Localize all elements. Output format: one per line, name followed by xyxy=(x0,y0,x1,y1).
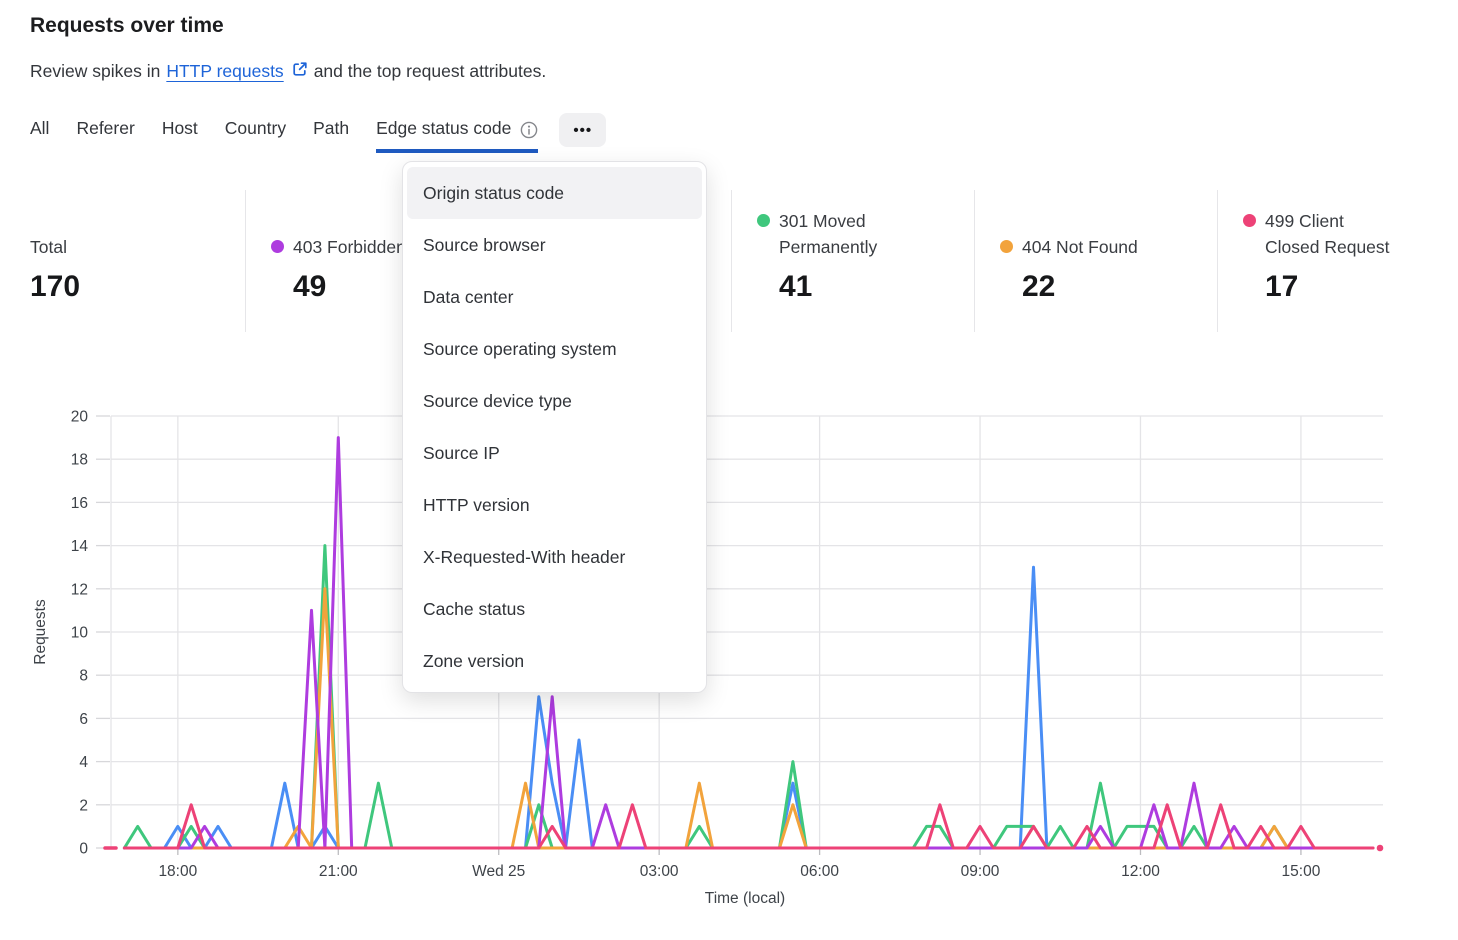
attribute-dropdown-menu: Origin status code Source browser Data c… xyxy=(402,161,707,693)
svg-text:Requests: Requests xyxy=(32,599,49,665)
tab-all[interactable]: All xyxy=(30,118,50,138)
svg-text:2: 2 xyxy=(79,797,88,814)
stat-404-label: 404 Not Found xyxy=(1022,237,1138,257)
stat-499-value: 17 xyxy=(1265,270,1299,303)
more-tabs-button[interactable]: ••• xyxy=(559,113,607,147)
tab-path[interactable]: Path xyxy=(313,118,350,138)
page-title: Requests over time xyxy=(30,14,224,37)
stat-403-value: 49 xyxy=(293,270,327,303)
external-link-icon xyxy=(292,61,308,82)
stat-301-value: 41 xyxy=(779,270,813,303)
stat-total: Total 170 xyxy=(30,190,260,332)
stat-404-value: 22 xyxy=(1022,270,1056,303)
svg-text:18:00: 18:00 xyxy=(158,863,197,880)
svg-text:4: 4 xyxy=(79,754,88,771)
tab-country[interactable]: Country xyxy=(224,118,287,138)
status-dot-404 xyxy=(1000,240,1013,253)
svg-text:0: 0 xyxy=(79,841,88,858)
subtitle-text-suffix: and the top request attributes. xyxy=(313,61,547,81)
tab-host[interactable]: Host xyxy=(161,118,198,138)
subtitle-text-prefix: Review spikes in xyxy=(30,61,161,81)
stat-total-value: 170 xyxy=(30,270,81,303)
http-requests-link[interactable]: HTTP requests xyxy=(166,61,284,81)
svg-text:12: 12 xyxy=(71,581,88,598)
menu-item-zone-version[interactable]: Zone version xyxy=(423,650,525,671)
svg-text:09:00: 09:00 xyxy=(961,863,1000,880)
stat-403-label: 403 Forbidden xyxy=(293,237,406,257)
menu-item-origin-status-code[interactable]: Origin status code xyxy=(407,167,702,219)
info-icon[interactable] xyxy=(520,121,538,139)
svg-text:15:00: 15:00 xyxy=(1282,863,1321,880)
menu-item-source-browser[interactable]: Source browser xyxy=(423,234,546,255)
stat-divider xyxy=(1217,190,1218,332)
stat-divider xyxy=(245,190,246,332)
menu-item-data-center[interactable]: Data center xyxy=(423,286,514,307)
svg-text:06:00: 06:00 xyxy=(800,863,839,880)
svg-text:16: 16 xyxy=(71,495,88,512)
menu-item-http-version[interactable]: HTTP version xyxy=(423,494,530,515)
stat-499-label: 499 Client Closed Request xyxy=(1265,211,1390,257)
svg-text:14: 14 xyxy=(71,538,89,555)
svg-text:03:00: 03:00 xyxy=(640,863,679,880)
svg-text:Time (local): Time (local) xyxy=(705,890,785,907)
svg-text:8: 8 xyxy=(79,668,88,685)
stat-404: 404 Not Found 22 xyxy=(1000,190,1230,332)
svg-text:12:00: 12:00 xyxy=(1121,863,1160,880)
status-dot-403 xyxy=(271,240,284,253)
svg-text:18: 18 xyxy=(71,452,88,469)
menu-item-source-device-type[interactable]: Source device type xyxy=(423,390,572,411)
svg-text:20: 20 xyxy=(71,409,89,426)
subtitle: Review spikes in HTTP requests and the t… xyxy=(30,61,546,82)
tab-edge-status-code-label: Edge status code xyxy=(376,118,512,138)
stat-301-label: 301 Moved Permanently xyxy=(779,211,878,257)
stat-divider xyxy=(974,190,975,332)
status-dot-301 xyxy=(757,214,770,227)
menu-item-cache-status[interactable]: Cache status xyxy=(423,598,526,619)
requests-over-time-chart: 0 2 4 6 8 10 12 14 16 18 20 18:00 21:00 Wed 25 03:00 06… xyxy=(32,409,1384,907)
menu-item-x-requested-with-header[interactable]: X-Requested-With header xyxy=(423,546,626,567)
attribute-tabs: All Referer Host Country Path Edge statu… xyxy=(30,113,607,153)
stat-total-label: Total xyxy=(30,237,67,257)
tab-edge-status-code[interactable]: Edge status code xyxy=(376,118,539,153)
stat-301: 301 Moved Permanently 41 xyxy=(757,190,987,332)
stat-403: 403 Forbidden 49 xyxy=(271,190,501,332)
tab-referer[interactable]: Referer xyxy=(76,118,135,138)
stat-499: 499 Client Closed Request 17 xyxy=(1243,190,1458,332)
svg-text:6: 6 xyxy=(79,711,88,728)
menu-item-source-operating-system[interactable]: Source operating system xyxy=(423,338,617,359)
svg-text:21:00: 21:00 xyxy=(319,863,358,880)
stat-divider xyxy=(731,190,732,332)
svg-text:Wed 25: Wed 25 xyxy=(472,863,525,880)
status-dot-499 xyxy=(1243,214,1256,227)
svg-text:10: 10 xyxy=(71,625,89,642)
menu-item-source-ip[interactable]: Source IP xyxy=(423,442,500,463)
